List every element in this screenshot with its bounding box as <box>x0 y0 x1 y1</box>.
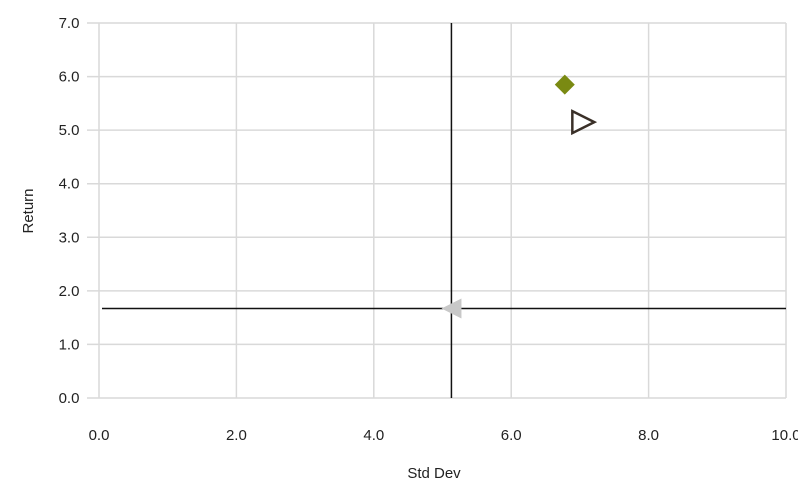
data-point-triangle-left <box>441 298 462 319</box>
y-tick-label: 5.0 <box>59 122 80 139</box>
data-points <box>441 74 598 319</box>
y-tick-label: 7.0 <box>59 15 80 32</box>
x-tick-label: 2.0 <box>226 427 247 444</box>
y-tick-label: 1.0 <box>59 336 80 353</box>
y-tick-label: 0.0 <box>59 390 80 407</box>
y-tick-label: 3.0 <box>59 229 80 246</box>
y-tick-label: 2.0 <box>59 283 80 300</box>
data-point-diamond <box>554 74 575 95</box>
x-axis-ticks: 0.0 2.0 4.0 6.0 8.0 10.0 <box>89 427 798 444</box>
y-tick-label: 4.0 <box>59 176 80 193</box>
x-tick-label: 0.0 <box>89 427 110 444</box>
y-tick-label: 6.0 <box>59 69 80 86</box>
reference-lines <box>102 23 786 398</box>
y-axis-ticks: 0.0 1.0 2.0 3.0 4.0 5.0 6.0 7.0 <box>59 15 80 407</box>
data-point-triangle-right <box>571 109 598 136</box>
x-axis-title: Std Dev <box>407 465 461 482</box>
grid-layer <box>87 22 787 399</box>
x-tick-label: 4.0 <box>363 427 384 444</box>
x-tick-label: 10.0 <box>771 427 798 444</box>
x-tick-label: 8.0 <box>638 427 659 444</box>
y-axis-title: Return <box>20 188 37 233</box>
x-tick-label: 6.0 <box>501 427 522 444</box>
